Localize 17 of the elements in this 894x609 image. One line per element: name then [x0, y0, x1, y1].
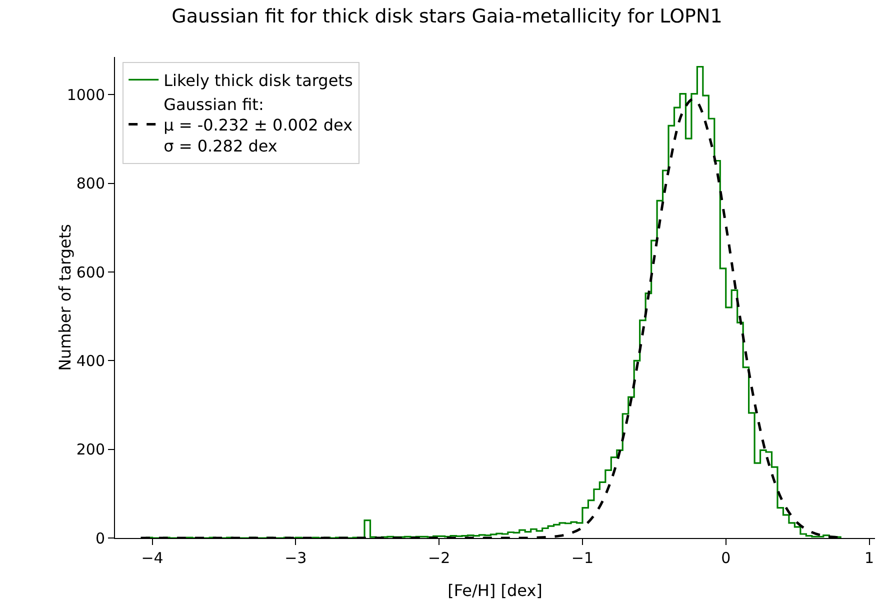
legend-label: Gaussian fit: μ = -0.232 ± 0.002 dex σ = 0.282 dex: [164, 94, 353, 156]
y-tick-label: 200: [76, 440, 105, 459]
legend-label: Likely thick disk targets: [164, 70, 353, 90]
y-tick-label: 600: [76, 263, 105, 282]
x-axis-title: [Fe/H] [dex]: [448, 581, 542, 600]
x-tick-label: −2: [428, 549, 450, 567]
chart-title: Gaussian fit for thick disk stars Gaia-metallicity for LOPN1: [172, 5, 722, 28]
y-axis-title: Number of targets: [55, 224, 74, 371]
x-tick-label: −3: [284, 549, 307, 567]
x-tick-label: −4: [141, 549, 164, 567]
x-tick-label: 1: [864, 549, 874, 567]
y-tick-label: 800: [76, 174, 105, 193]
x-tick-label: −1: [571, 549, 594, 567]
y-tick-label: 0: [95, 529, 105, 548]
y-tick-label: 400: [76, 352, 105, 370]
y-tick-label: 1000: [66, 86, 105, 104]
x-tick-label: 0: [721, 549, 731, 567]
